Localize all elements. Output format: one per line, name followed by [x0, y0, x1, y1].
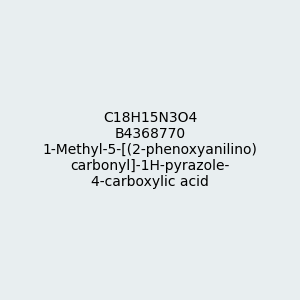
Text: C18H15N3O4
B4368770
1-Methyl-5-[(2-phenoxyanilino)
carbonyl]-1H-pyrazole-
4-carb: C18H15N3O4 B4368770 1-Methyl-5-[(2-pheno… — [43, 111, 257, 189]
